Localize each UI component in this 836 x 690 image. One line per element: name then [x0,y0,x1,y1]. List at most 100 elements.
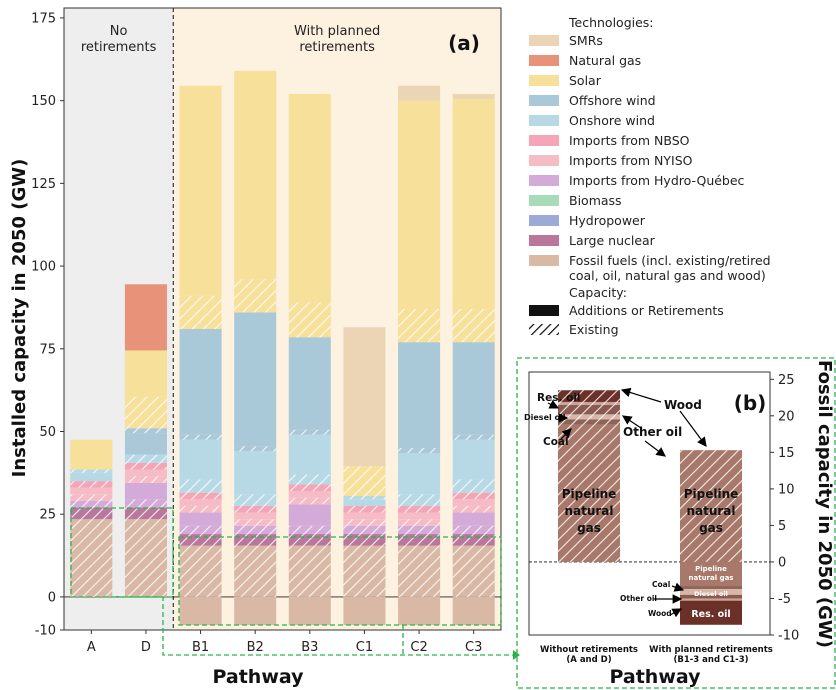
region-bg-1 [173,8,501,630]
x-tick-label-b-1-line: (B1-3 and C1-3) [674,655,749,665]
bar-segment-b2-solar-hatch [234,279,277,313]
bar-segment-a-onshore-wind [70,472,113,482]
y-tick-label: 0 [48,590,56,605]
bar-segment-b3-offshore-wind [288,337,331,430]
legend-label-solar-line: Solar [569,73,602,88]
bar-segment-c2-onshore-wind-hatch [398,494,441,506]
bar-b-segment-1-pipeline-natural-gas-hatch [680,450,742,562]
bar-segment-b1-fossil-fuels-hatch [179,545,222,597]
bar-segment-b2-imports-from-nyiso [234,512,277,520]
legend-label-imports-from-hydro-qu-bec-line: Imports from Hydro-Québec [569,173,745,188]
legend-label-large-nuclear: Large nuclear [569,233,656,248]
bar-segment-c3-onshore-wind [452,439,495,480]
legend-label-imports-from-nyiso-line: Imports from NYISO [569,153,693,168]
bar-segment-d-imports-from-hydro-qu-bec [124,482,167,500]
y-tick-label-b: -5 [778,592,791,607]
legend-items: SMRs Natural gas Solar Offshore wind Onshore… [529,33,771,283]
bar-segment-b3-onshore-wind-hatch [288,474,331,485]
bar-segment-a-large-nuclear-hatch [70,507,113,520]
bar-segment-a-imports-from-hydro-qu-bec-hatch [70,500,113,508]
bar-segment-d-imports-from-nyiso-hatch [124,476,167,483]
bar-segment-c3-imports-from-nyiso-hatch [452,505,495,513]
bar-b-segment-1-wood [680,598,742,601]
legend-label-smrs: SMRs [569,33,603,48]
legend-label-solar: Solar [569,73,602,88]
annotation-other-oil: Other oil [623,425,682,439]
region-label-0-line: retirements [81,40,157,55]
x-ticks: A D B1 B2 B3 C1 C2 C3 [87,630,482,655]
y-tick-label-b: 15 [778,446,795,461]
y-tick-label-b: 10 [778,482,795,497]
legend-swatch-large-nuclear [529,235,559,246]
panel-b: -10 -5 0 5 10 15 20 25 Without retirements (A an… [524,360,835,688]
annotation-arrow-wood-2 [679,410,707,447]
annotations-b: Res. oil Diesel oil Coal Wood Other oil Pipel… [524,387,739,620]
y-tick-label-b: 0 [778,555,786,570]
annotation-pipeline-small: Pipeline natural gas [689,565,734,582]
bar-b-segment-0-diesel-oil-hatch [558,414,620,420]
bar-segment-b3-imports-from-hydro-qu-bec-hatch [288,525,331,535]
annotation-coal-b: Coal [652,580,670,589]
bar-c1 [343,327,386,626]
legend-label-biomass-line: Biomass [569,193,622,208]
legend-label-biomass: Biomass [569,193,622,208]
panel-label-a: (a) [448,31,480,55]
bar-b3 [288,94,331,626]
legend-label-hydropower-line: Hydropower [569,213,646,228]
bar-segment-c2-fossil-fuels-hatch [398,545,441,597]
annotation-diesel-oil-b: Diesel oil [694,590,728,598]
y-tick-label: 125 [31,177,56,192]
bar-segment-b1-offshore-wind [179,328,222,435]
legend-label-imports-from-nyiso: Imports from NYISO [569,153,693,168]
bar-segment-b3-solar-hatch [288,302,331,338]
bar-segment-d-natural-gas [124,284,167,351]
x-tick-label-b1: B1 [192,640,209,655]
bar-segment-b1-imports-from-nbso-hatch [179,492,222,500]
bar-segment-c2-imports-from-hydro-qu-bec-hatch [398,525,441,535]
bar-b-segment-1-res-oil [680,600,742,625]
bar-a [70,439,113,597]
x-axis-title-b: Pathway [609,666,701,688]
y-axis-title-b: Fossil capacity in 2050 (GW) [814,360,835,648]
bar-segment-a-imports-from-nbso-hatch [70,481,113,488]
legend-label-imports-from-nbso-line: Imports from NBSO [569,133,690,148]
x-tick-label-b-0-line: Without retirements [540,645,638,655]
bar-c3 [452,94,495,626]
bar-segment-b1-offshore-wind-hatch [179,434,222,440]
y-tick-label: 100 [31,260,56,275]
bar-c2 [398,85,441,626]
bar-segment-b2-onshore-wind-hatch [234,494,277,506]
x-tick-label-c1: C1 [356,640,373,655]
bar-segment-c3-imports-from-hydro-qu-bec-hatch [452,525,495,535]
x-axis-title-a: Pathway [212,666,304,688]
bar-b-segment-0-res-oil-hatch [558,390,620,402]
bar-segment-c2-offshore-wind-hatch [398,448,441,453]
y-ticks: -10 0 25 50 75 100 125 150 175 [31,11,64,639]
panel-b-border [516,357,836,689]
legend-label-fossil-fuels-incl-existing-retired-line: Fossil fuels (incl. existing/retired [569,253,771,268]
bar-segment-c2-smrs [398,85,441,101]
bar-segment-b2-solar [234,70,277,280]
bar-segment-c3-imports-from-nyiso [452,499,495,506]
bars-group-b [558,390,742,625]
region-label-1: With planned retirements [294,24,380,55]
legend-swatch-natural-gas [529,55,559,66]
bar-b-0 [558,390,620,562]
annotation-diesel-oil: Diesel oil [524,413,566,422]
bar-b-segment-1-diesel-oil [680,588,742,595]
region-label-0: No retirements [81,24,157,55]
x-tick-label-c2: C2 [410,640,427,655]
bar-segment-c3-large-nuclear-hatch [452,534,495,546]
bar-segment-b3-fossil-fuels-hatch [288,545,331,597]
legend-swatch-hydropower [529,215,559,226]
bar-segment-b1-onshore-wind [179,439,222,480]
bar-segment-c2-solar-hatch [398,309,441,343]
annotation-pipeline-right-line: Pipeline [684,487,739,501]
annotation-pipeline-small-line: Pipeline [695,565,727,573]
legend-swatch-offshore-wind [529,95,559,106]
y-tick-label-b: -10 [778,629,799,644]
legend-capacity-items: Additions or Retirements Existing [529,303,724,337]
bar-b-segment-0-other-oil-hatch [558,404,620,415]
bar-segment-b3-imports-from-nyiso [288,491,331,498]
